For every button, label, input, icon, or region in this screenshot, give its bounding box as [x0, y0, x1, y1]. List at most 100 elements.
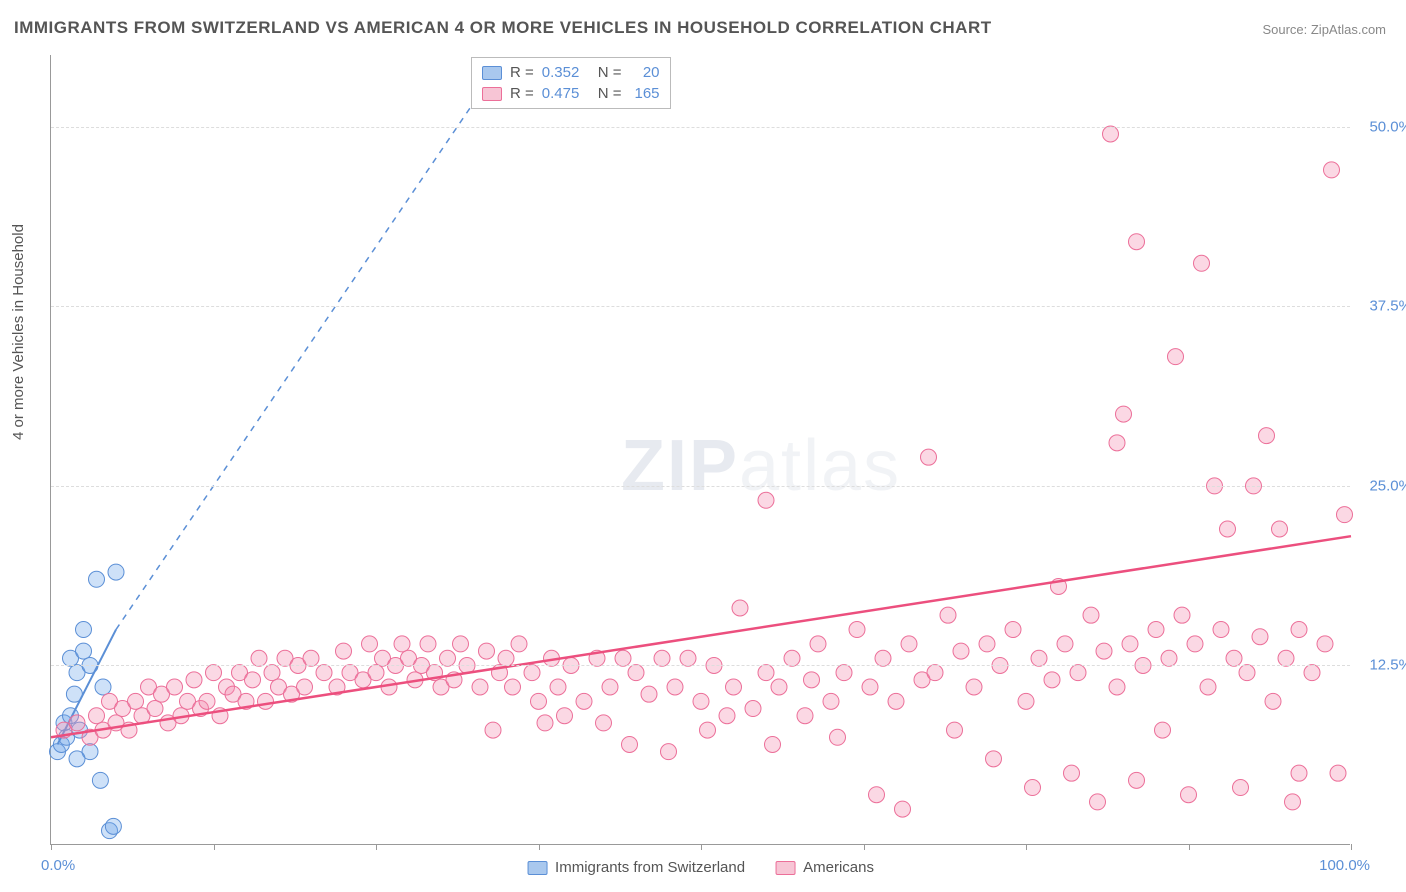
x-tick [539, 844, 540, 850]
data-point-americans [505, 679, 521, 695]
data-point-americans [1194, 255, 1210, 271]
data-point-americans [557, 708, 573, 724]
data-point-americans [849, 622, 865, 638]
data-point-swiss [92, 772, 108, 788]
data-point-americans [615, 650, 631, 666]
data-point-swiss [89, 571, 105, 587]
data-point-americans [69, 715, 85, 731]
data-point-americans [862, 679, 878, 695]
data-point-americans [472, 679, 488, 695]
data-point-americans [719, 708, 735, 724]
data-point-americans [440, 650, 456, 666]
swatch-americans [482, 87, 502, 101]
data-point-americans [1220, 521, 1236, 537]
data-point-americans [680, 650, 696, 666]
data-point-americans [765, 736, 781, 752]
data-point-americans [875, 650, 891, 666]
n-label: N = [598, 64, 622, 81]
data-point-americans [303, 650, 319, 666]
data-point-americans [1226, 650, 1242, 666]
data-point-americans [420, 636, 436, 652]
data-point-americans [485, 722, 501, 738]
x-tick [1351, 844, 1352, 850]
data-point-americans [810, 636, 826, 652]
data-point-americans [628, 665, 644, 681]
data-point-americans [1239, 665, 1255, 681]
data-point-americans [1109, 679, 1125, 695]
data-point-americans [531, 693, 547, 709]
data-point-americans [550, 679, 566, 695]
data-point-americans [1285, 794, 1301, 810]
y-tick-label: 50.0% [1369, 118, 1406, 135]
legend-item-swiss: Immigrants from Switzerland [527, 859, 745, 876]
gridline [51, 665, 1350, 666]
data-point-swiss [105, 818, 121, 834]
gridline [51, 486, 1350, 487]
data-point-swiss [95, 679, 111, 695]
x-tick [214, 844, 215, 850]
data-point-americans [368, 665, 384, 681]
data-point-americans [362, 636, 378, 652]
data-point-americans [1148, 622, 1164, 638]
data-point-americans [1259, 428, 1275, 444]
data-point-americans [1018, 693, 1034, 709]
data-point-americans [147, 701, 163, 717]
data-point-americans [869, 787, 885, 803]
legend-label-swiss: Immigrants from Switzerland [555, 859, 745, 876]
x-tick [51, 844, 52, 850]
data-point-americans [700, 722, 716, 738]
x-tick [864, 844, 865, 850]
data-point-americans [641, 686, 657, 702]
data-point-americans [1031, 650, 1047, 666]
data-point-americans [1291, 765, 1307, 781]
y-tick-label: 12.5% [1369, 657, 1406, 674]
data-point-americans [745, 701, 761, 717]
data-point-americans [1090, 794, 1106, 810]
swatch-swiss [482, 66, 502, 80]
data-point-americans [1330, 765, 1346, 781]
data-point-americans [89, 708, 105, 724]
y-tick-label: 37.5% [1369, 298, 1406, 315]
data-point-americans [1200, 679, 1216, 695]
data-point-americans [693, 693, 709, 709]
n-value-americans: 165 [630, 85, 660, 102]
data-point-americans [797, 708, 813, 724]
correlation-legend: R = 0.352 N = 20 R = 0.475 N = 165 [471, 57, 671, 109]
data-point-americans [1304, 665, 1320, 681]
data-point-americans [524, 665, 540, 681]
legend-label-americans: Americans [803, 859, 874, 876]
data-point-americans [1265, 693, 1281, 709]
r-value-americans: 0.475 [542, 85, 590, 102]
y-axis-label: 4 or more Vehicles in Household [10, 224, 27, 440]
data-point-americans [1096, 643, 1112, 659]
data-point-americans [1174, 607, 1190, 623]
plot-area: ZIPatlas R = 0.352 N = 20 R = 0.475 N = … [50, 55, 1350, 845]
data-point-americans [927, 665, 943, 681]
data-point-americans [1168, 349, 1184, 365]
n-value-swiss: 20 [630, 64, 660, 81]
data-point-americans [830, 729, 846, 745]
y-tick-label: 25.0% [1369, 477, 1406, 494]
data-point-americans [771, 679, 787, 695]
data-point-americans [1122, 636, 1138, 652]
data-point-americans [576, 693, 592, 709]
data-point-americans [251, 650, 267, 666]
r-label: R = [510, 85, 534, 102]
data-point-americans [921, 449, 937, 465]
data-point-americans [1278, 650, 1294, 666]
x-tick [376, 844, 377, 850]
data-point-americans [1155, 722, 1171, 738]
data-point-americans [1109, 435, 1125, 451]
chart-title: IMMIGRANTS FROM SWITZERLAND VS AMERICAN … [14, 18, 992, 38]
data-point-americans [758, 492, 774, 508]
data-point-americans [1187, 636, 1203, 652]
data-point-americans [1116, 406, 1132, 422]
data-point-americans [1291, 622, 1307, 638]
r-value-swiss: 0.352 [542, 64, 590, 81]
data-point-americans [953, 643, 969, 659]
data-point-americans [732, 600, 748, 616]
trendline-dashed-swiss [116, 55, 506, 630]
data-point-americans [986, 751, 1002, 767]
r-label: R = [510, 64, 534, 81]
data-point-americans [394, 636, 410, 652]
